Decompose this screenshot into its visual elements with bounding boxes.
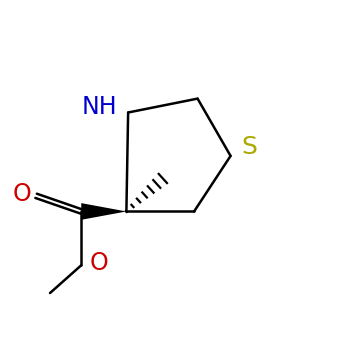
Text: O: O (12, 182, 31, 206)
Polygon shape (81, 203, 126, 220)
Text: S: S (242, 135, 258, 159)
Text: O: O (89, 251, 108, 274)
Text: NH: NH (82, 95, 118, 119)
